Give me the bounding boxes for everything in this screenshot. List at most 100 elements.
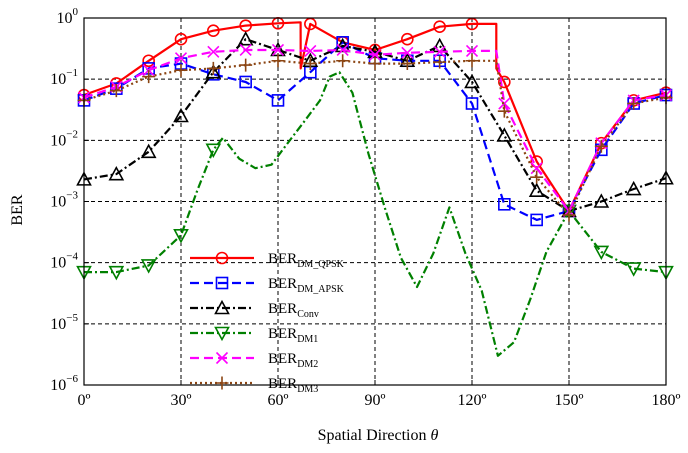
plus-marker — [594, 139, 608, 153]
triangle-up-marker — [625, 180, 642, 196]
triangle-down-marker — [140, 259, 157, 274]
legend-label-subscript: DM_QPSK — [297, 259, 344, 270]
triangle-down-marker — [205, 143, 222, 158]
circle-marker — [401, 32, 414, 46]
circle-marker — [207, 24, 220, 37]
y-tick-label: 10−1 — [50, 67, 78, 88]
plus-marker — [368, 57, 382, 71]
y-tick-exponent: −3 — [66, 190, 78, 202]
x-marker — [498, 97, 511, 110]
series-dm1 — [76, 71, 674, 357]
circle-marker — [174, 32, 188, 46]
triangle-down-marker — [593, 245, 610, 261]
x-axis-label-symbol: θ — [431, 427, 439, 444]
plus-marker — [206, 61, 220, 75]
x-marker — [433, 45, 446, 58]
y-tick-label: 10−4 — [50, 251, 78, 272]
plus-marker — [303, 57, 317, 71]
legend-label: BERDM_QPSK — [268, 251, 345, 270]
legend-label-name: BER — [268, 276, 297, 292]
y-tick-base: 10 — [50, 71, 66, 88]
legend-label-name: BER — [268, 326, 297, 342]
plus-marker — [530, 170, 544, 184]
x-tick-label: 60º — [268, 392, 289, 409]
x-tick-label: 150º — [555, 392, 584, 409]
legend-label: BERDM3 — [268, 376, 318, 395]
y-tick-label: 10−6 — [50, 373, 78, 394]
plus-marker — [465, 54, 479, 68]
plus-marker — [215, 376, 229, 390]
x-tick-label: 30º — [171, 392, 192, 409]
triangle-down-marker — [561, 204, 577, 220]
plus-marker — [336, 54, 350, 68]
y-tick-exponent: −6 — [66, 373, 78, 385]
triangle-up-marker — [140, 143, 157, 159]
triangle-up-marker — [205, 64, 222, 79]
legend-label-subscript: DM1 — [297, 334, 318, 345]
x-marker — [174, 52, 188, 65]
triangle-down-marker — [173, 229, 189, 244]
y-tick-label: 10−3 — [50, 190, 78, 211]
y-tick-base: 10 — [50, 255, 66, 272]
series-dm3 — [77, 54, 673, 222]
x-marker — [207, 45, 220, 58]
legend-item: BERDM2 — [190, 351, 318, 370]
legend-label-subscript: Conv — [297, 309, 319, 320]
legend-label-name: BER — [268, 251, 297, 267]
square-marker — [215, 276, 229, 290]
triangle-up-marker — [173, 107, 189, 123]
plus-marker — [239, 58, 253, 72]
circle-marker — [142, 54, 155, 68]
legend: BERDM_QPSKBERDM_APSKBERConvBERDM1BERDM2B… — [190, 251, 345, 395]
plus-marker — [627, 97, 641, 111]
triangle-up-marker — [214, 299, 230, 315]
legend-label: BERDM_APSK — [268, 276, 345, 295]
square-marker — [239, 75, 252, 89]
series-line — [83, 38, 667, 213]
x-marker — [239, 43, 252, 57]
y-tick-base: 10 — [50, 194, 66, 211]
series-line — [83, 21, 667, 213]
x-marker — [271, 43, 285, 57]
x-axis-label: Spatial Direction θ — [318, 427, 439, 444]
circle-marker — [215, 251, 229, 265]
legend-label-subscript: DM3 — [297, 384, 318, 395]
circle-marker — [498, 75, 511, 89]
plus-marker — [562, 208, 576, 222]
x-marker — [336, 43, 349, 57]
y-tick-base: 10 — [50, 132, 66, 149]
x-marker — [215, 351, 229, 365]
square-marker — [465, 97, 479, 110]
series-line — [83, 48, 667, 213]
series-line — [83, 41, 667, 221]
plus-marker — [142, 70, 156, 84]
circle-marker — [530, 155, 543, 168]
y-tick-exponent: −2 — [66, 128, 78, 140]
y-tick-exponent: −4 — [66, 251, 78, 263]
x-marker — [368, 48, 382, 61]
y-tick-label: 10−2 — [50, 128, 78, 149]
plus-marker — [174, 63, 188, 77]
legend-label-subscript: DM_APSK — [297, 284, 344, 295]
y-tick-label: 10−5 — [50, 312, 78, 333]
plus-marker — [109, 84, 123, 98]
y-tick-exponent: 0 — [73, 6, 79, 18]
x-marker — [304, 44, 317, 57]
triangle-up-marker — [108, 165, 125, 181]
x-marker — [465, 44, 479, 57]
plus-marker — [400, 57, 414, 71]
x-tick-label: 90º — [365, 392, 386, 409]
x-axis-label-text: Spatial Direction — [318, 427, 427, 444]
y-tick-label: 100 — [57, 6, 79, 27]
y-tick-base: 10 — [50, 377, 66, 394]
plus-marker — [433, 55, 447, 69]
triangle-up-marker — [237, 31, 254, 46]
circle-marker — [433, 20, 446, 34]
x-tick-label: 120º — [458, 392, 487, 409]
legend-label: BERDM2 — [268, 351, 318, 370]
triangle-down-marker — [625, 262, 642, 277]
tick-layer: 0º 30º 60º 90º 120º 150º 180º10−610−510−410−31… — [50, 6, 680, 409]
legend-item: BERDM_APSK — [190, 276, 345, 295]
